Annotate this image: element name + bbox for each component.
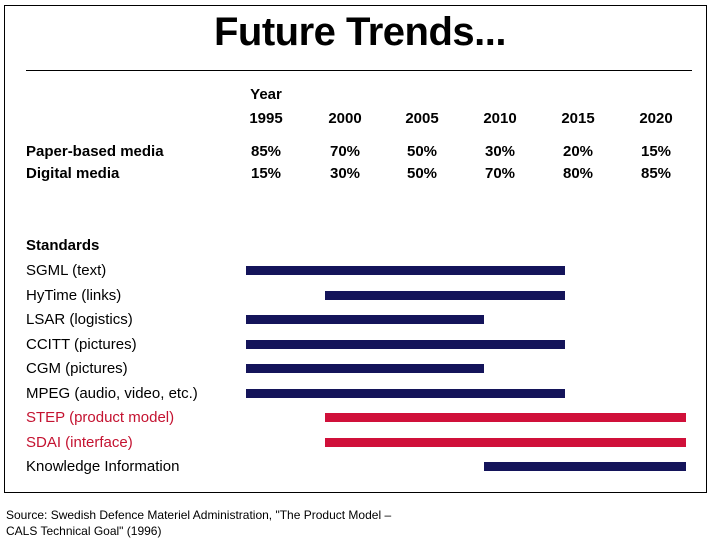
percent-cell: 20% — [562, 143, 594, 160]
standard-timeline-bar — [484, 462, 686, 471]
percent-cell: 50% — [406, 143, 438, 160]
percent-cell: 30% — [484, 143, 516, 160]
standards-heading: Standards — [26, 237, 100, 254]
year-header: 2005 — [405, 110, 439, 127]
title-divider — [26, 70, 692, 71]
standard-timeline-bar — [246, 388, 565, 398]
percent-cell: 85% — [640, 165, 672, 182]
standard-label: LSAR (logistics) — [26, 311, 133, 328]
year-header: 1995 — [249, 110, 283, 127]
standard-timeline-bar — [246, 364, 484, 373]
percent-cell: 50% — [406, 165, 438, 182]
standard-timeline-bar — [325, 437, 686, 447]
standard-label: MPEG (audio, video, etc.) — [26, 384, 198, 402]
percent-cell: 85% — [250, 143, 282, 160]
year-header: 2015 — [561, 110, 595, 127]
standard-label: CGM (pictures) — [26, 360, 128, 377]
standard-label: SGML (text) — [26, 262, 107, 279]
standard-timeline-bar — [246, 315, 484, 324]
percent-cell: 70% — [484, 165, 516, 182]
year-label: Year — [250, 86, 282, 103]
source-line-2: CALS Technical Goal" (1996) — [6, 524, 162, 538]
row-label: Paper-based media — [26, 143, 164, 160]
percent-cell: 80% — [562, 165, 594, 182]
slide-frame — [4, 5, 707, 493]
year-header: 2000 — [328, 110, 362, 127]
percent-cell: 15% — [640, 143, 672, 160]
standard-label: HyTime (links) — [26, 286, 122, 304]
standard-timeline-bar — [325, 413, 686, 422]
slide-title: Future Trends... — [213, 10, 507, 54]
standard-label: STEP (product model) — [26, 409, 175, 426]
standard-timeline-bar — [325, 290, 565, 300]
percent-cell: 70% — [329, 143, 361, 160]
row-label: Digital media — [26, 165, 120, 182]
standard-label: CCITT (pictures) — [26, 335, 137, 353]
percent-cell: 15% — [250, 165, 282, 182]
source-line-1: Source: Swedish Defence Materiel Adminis… — [6, 508, 392, 522]
standard-timeline-bar — [246, 266, 565, 275]
source-citation: Source: Swedish Defence Materiel Adminis… — [6, 507, 391, 539]
standard-label: Knowledge Information — [26, 458, 180, 475]
standard-timeline-bar — [246, 339, 565, 349]
year-header: 2020 — [639, 110, 673, 127]
year-header: 2010 — [483, 110, 517, 127]
standard-label: SDAI (interface) — [26, 433, 133, 451]
percent-cell: 30% — [329, 165, 361, 182]
